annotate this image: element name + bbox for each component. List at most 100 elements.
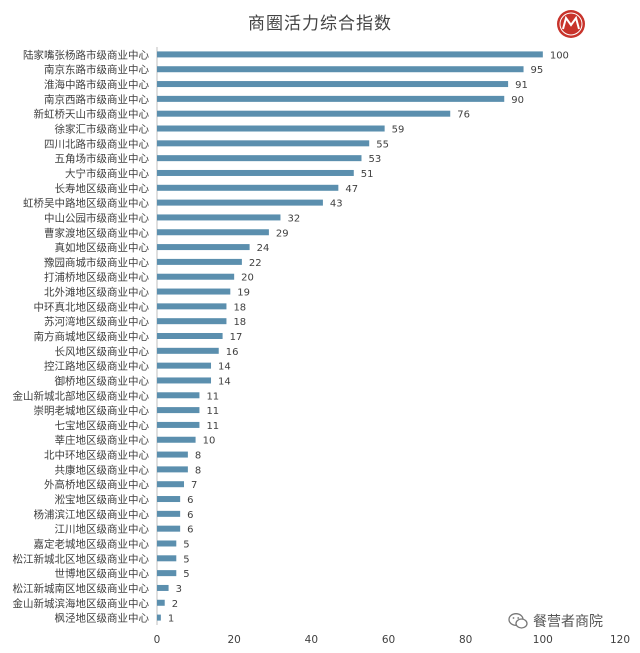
category-label: 七宝地区级商业中心 (55, 419, 150, 432)
bar (157, 258, 242, 265)
category-label: 莘庄地区级商业中心 (55, 434, 150, 447)
bar (157, 169, 354, 176)
data-label: 6 (187, 510, 193, 521)
category-label: 南方商城地区级商业中心 (34, 330, 150, 343)
category-label: 外高桥地区级商业中心 (44, 478, 149, 491)
category-label: 徐家汇市级商业中心 (55, 123, 150, 136)
bar (157, 510, 181, 517)
data-label: 32 (287, 213, 300, 224)
data-label: 11 (206, 421, 219, 432)
category-label: 北外滩地区级商业中心 (44, 286, 149, 299)
chart-title: 商圈活力综合指数 (248, 14, 392, 34)
bar (157, 614, 161, 621)
category-label: 大宁市级商业中心 (65, 167, 149, 180)
wechat-icon (508, 613, 528, 629)
category-label: 陆家嘴张杨路市级商业中心 (23, 48, 149, 61)
category-label: 嘉定老城地区级商业中心 (34, 537, 150, 550)
x-tick-label: 40 (305, 634, 318, 646)
category-label: 金山新城滨海地区级商业中心 (13, 597, 150, 610)
x-tick-label: 20 (227, 634, 240, 646)
category-label: 曹家渡地区级商业中心 (44, 226, 149, 239)
bar (157, 407, 200, 414)
data-label: 22 (249, 258, 262, 269)
data-label: 10 (203, 436, 216, 447)
bar (157, 273, 235, 280)
data-label: 6 (187, 495, 193, 506)
category-label: 共康地区级商业中心 (55, 463, 150, 476)
bar (157, 570, 177, 577)
bar (157, 377, 212, 384)
category-label: 松江新城北区地区级商业中心 (13, 552, 150, 565)
logo-icon (557, 10, 585, 38)
x-tick-label: 100 (533, 634, 553, 646)
data-label: 3 (176, 584, 182, 595)
bar (157, 584, 169, 591)
data-label: 18 (233, 317, 246, 328)
bar (157, 436, 196, 443)
bar (157, 421, 200, 428)
bar (157, 333, 223, 339)
data-label: 55 (376, 139, 389, 150)
category-label: 金山新城北部地区级商业中心 (13, 389, 150, 402)
data-label: 59 (392, 125, 405, 136)
bar (157, 599, 165, 606)
data-label: 20 (241, 273, 254, 284)
category-label: 长寿地区级商业中心 (55, 182, 150, 195)
category-label: 四川北路市级商业中心 (44, 137, 149, 150)
category-label: 五角场市级商业中心 (55, 152, 150, 165)
bar (157, 362, 212, 369)
bar (157, 496, 181, 503)
data-label: 24 (257, 243, 270, 254)
category-label: 豫园商城市级商业中心 (44, 256, 149, 269)
category-label: 枫泾地区级商业中心 (55, 612, 150, 625)
category-label: 北中环地区级商业中心 (44, 449, 149, 462)
data-label: 8 (195, 451, 201, 462)
data-label: 17 (230, 332, 243, 343)
category-label: 控江路地区级商业中心 (44, 360, 149, 373)
category-label: 南京西路市级商业中心 (44, 93, 149, 106)
category-label: 真如地区级商业中心 (55, 241, 150, 254)
data-label: 5 (183, 569, 189, 580)
data-label: 47 (345, 184, 358, 195)
data-label: 29 (276, 228, 289, 239)
bar (157, 451, 188, 458)
category-label: 长风地区级商业中心 (55, 345, 150, 358)
data-label: 8 (195, 465, 201, 476)
bar (157, 540, 177, 547)
bar (157, 81, 509, 88)
category-label: 御桥地区级商业中心 (55, 374, 150, 387)
data-label: 7 (191, 480, 197, 491)
data-label: 19 (237, 288, 250, 299)
category-label: 虹桥吴中路地区级商业中心 (23, 197, 149, 210)
category-label: 世博地区级商业中心 (55, 567, 150, 580)
data-label: 1 (168, 614, 174, 625)
category-label: 苏河湾地区级商业中心 (44, 315, 149, 328)
data-label: 11 (206, 391, 219, 402)
bar (157, 199, 323, 206)
watermark: 餐营者商院 (508, 609, 603, 633)
data-label: 53 (368, 154, 381, 165)
data-label: 76 (457, 110, 470, 121)
data-label: 2 (172, 599, 178, 610)
data-label: 95 (531, 65, 544, 76)
category-label: 松江新城南区地区级商业中心 (13, 582, 150, 595)
bar (157, 481, 185, 488)
bar (157, 466, 188, 473)
category-label: 中环真北地区级商业中心 (34, 300, 150, 313)
data-label: 91 (515, 80, 528, 91)
bar (157, 155, 362, 162)
category-label: 中山公园市级商业中心 (44, 211, 149, 224)
category-label: 淞宝地区级商业中心 (55, 493, 150, 506)
bar (157, 140, 370, 147)
bar (157, 347, 219, 354)
data-label: 43 (330, 199, 343, 210)
bar (157, 318, 227, 325)
category-label: 崇明老城地区级商业中心 (34, 404, 150, 417)
data-label: 5 (183, 554, 189, 565)
x-tick-label: 120 (610, 634, 630, 646)
category-label: 新虹桥天山市级商业中心 (34, 108, 150, 121)
bar (157, 229, 269, 236)
category-label: 江川地区级商业中心 (55, 523, 150, 536)
category-label: 南京东路市级商业中心 (44, 63, 149, 76)
